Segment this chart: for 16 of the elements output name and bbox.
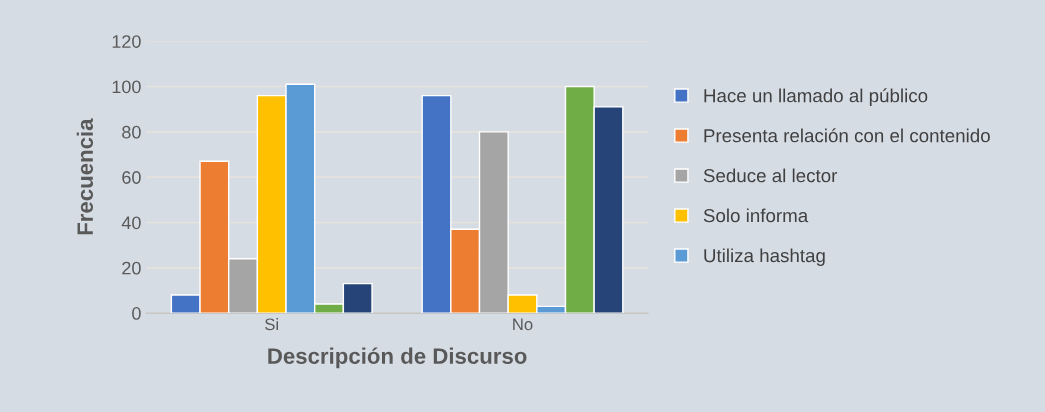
legend-label: Seduce al lector xyxy=(703,168,838,183)
y-tick-label: 40 xyxy=(121,216,141,230)
y-axis-title: Frecuencia xyxy=(76,118,94,235)
legend-label: Utiliza hashtag xyxy=(704,248,825,266)
y-tick-label: 60 xyxy=(122,171,141,184)
legend-label: Solo informa xyxy=(703,208,809,223)
legend-label: Presenta relación con el contenido xyxy=(704,128,990,143)
y-tick-label: 80 xyxy=(122,125,141,139)
y-tick-label: 0 xyxy=(132,307,141,320)
legend-label: Hace un llamado al público xyxy=(704,88,928,107)
y-tick-label: 20 xyxy=(122,261,141,275)
x-tick-label: No xyxy=(513,318,533,331)
x-axis-title: Descripción de Discurso xyxy=(268,347,527,369)
y-tick-label: 120 xyxy=(112,35,141,48)
x-tick-label: Si xyxy=(265,317,278,331)
y-tick-label: 100 xyxy=(112,80,141,94)
